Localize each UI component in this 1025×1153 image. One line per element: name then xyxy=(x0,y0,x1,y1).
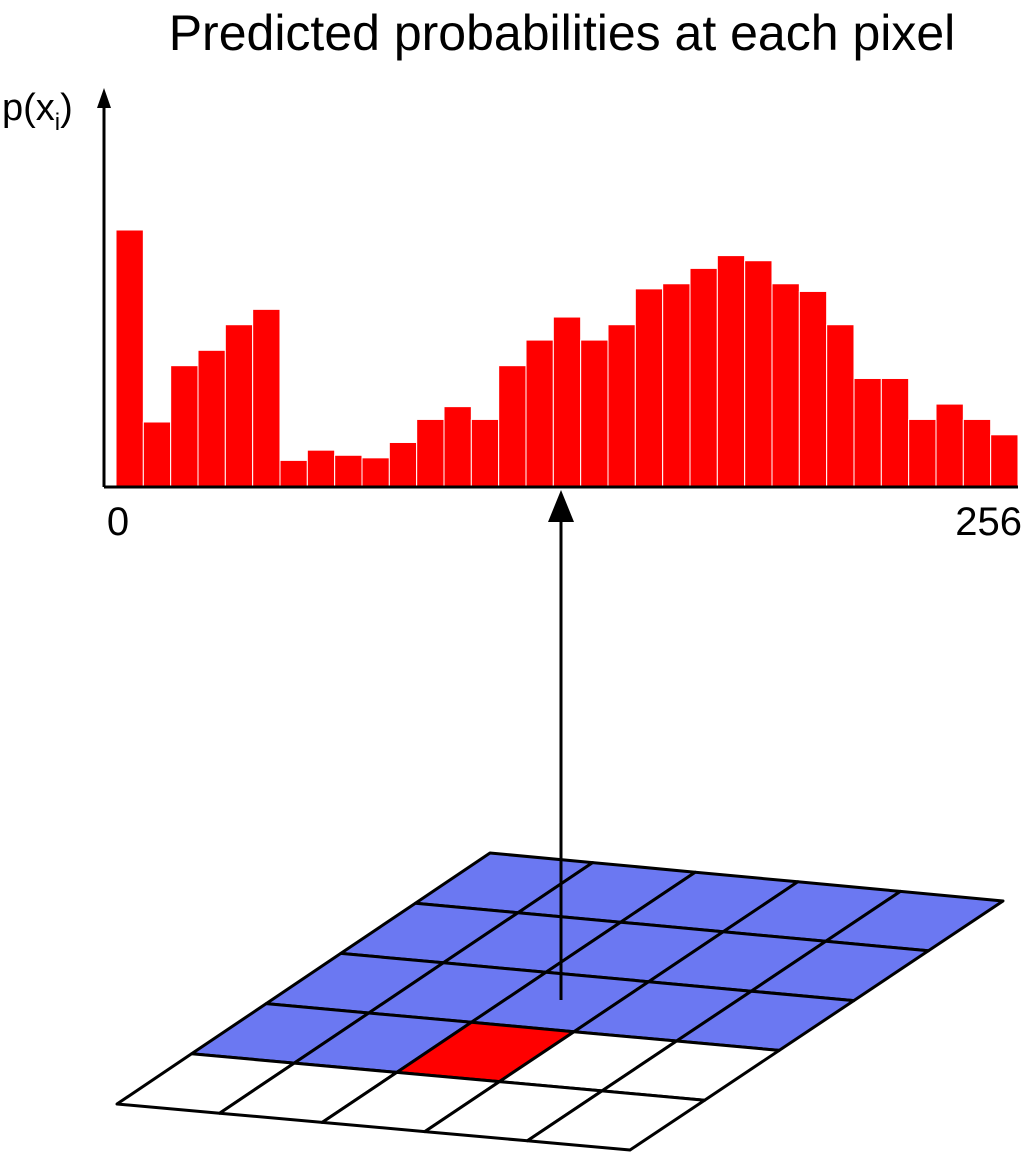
y-axis-label-main: p(x xyxy=(2,87,55,129)
y-axis-label: p(xi) xyxy=(2,87,73,136)
y-axis-label-close: ) xyxy=(60,87,73,129)
histogram-bar xyxy=(798,290,828,487)
y-axis-arrow-icon xyxy=(97,88,111,108)
histogram-bar xyxy=(935,403,964,487)
histogram-bar xyxy=(826,324,855,487)
pending-pixel xyxy=(525,1089,707,1152)
histogram-bar xyxy=(416,418,445,487)
histogram-bar xyxy=(388,441,418,487)
histogram-bar xyxy=(744,260,773,487)
histogram-bar xyxy=(115,229,144,487)
histogram-bar xyxy=(443,406,472,487)
histogram-bar xyxy=(470,418,500,487)
histogram-bar xyxy=(252,308,281,487)
up-arrow-icon xyxy=(548,490,574,522)
histogram-bar xyxy=(279,459,308,487)
histogram-bar xyxy=(689,267,718,487)
histogram-bar xyxy=(224,324,254,487)
histogram-bar xyxy=(306,449,336,487)
histogram-bar xyxy=(771,283,800,487)
histogram-bar xyxy=(662,283,691,487)
y-axis-label-subscript: i xyxy=(55,109,60,136)
x-axis-min-label: 0 xyxy=(107,500,129,544)
histogram-bar xyxy=(580,339,609,487)
histogram-bar xyxy=(197,349,226,487)
histogram-bar xyxy=(361,457,390,487)
histogram-bar xyxy=(142,421,172,487)
histogram-bar xyxy=(334,454,363,487)
x-axis-max-label: 256 xyxy=(955,500,1022,544)
diagram-title: Predicted probabilities at each pixel xyxy=(169,5,956,61)
histogram-bar xyxy=(962,418,992,487)
histogram-bar xyxy=(716,255,746,487)
histogram-bar xyxy=(498,365,527,487)
histogram-bar xyxy=(880,377,910,487)
histogram-bar xyxy=(525,339,554,487)
histogram-bar xyxy=(607,324,636,487)
histogram-bar xyxy=(634,288,664,487)
histogram-bar xyxy=(853,377,882,487)
histogram-bar xyxy=(552,316,582,487)
histogram-bar xyxy=(990,434,1019,487)
histogram-bars xyxy=(115,229,1019,487)
histogram-bar xyxy=(908,418,937,487)
histogram-bar xyxy=(170,365,199,487)
